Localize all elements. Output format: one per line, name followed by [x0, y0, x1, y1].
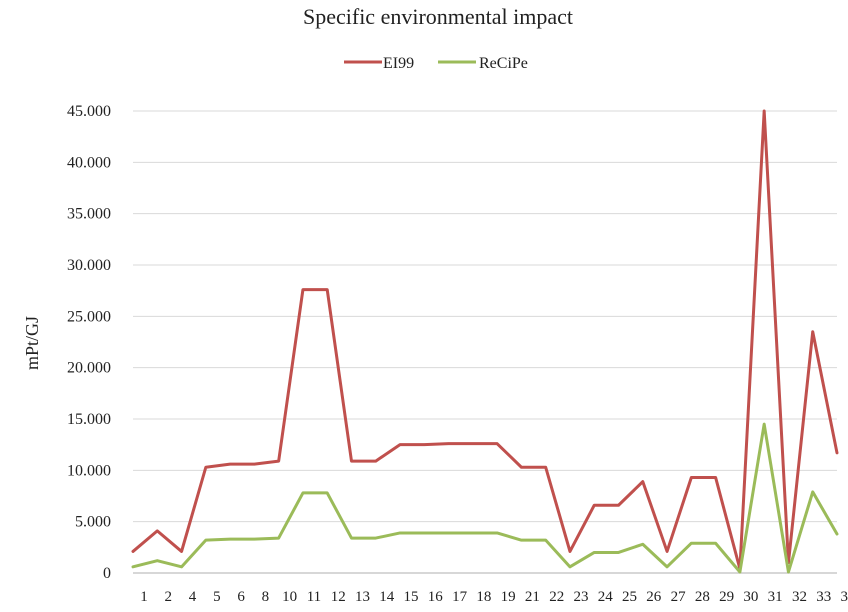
x-tick-label: 24 [598, 589, 614, 605]
x-tick-label: 2 [165, 589, 173, 605]
legend-label-ei99: EI99 [383, 55, 414, 72]
x-tick-label: 30 [743, 589, 758, 605]
y-tick-label: 40.000 [67, 154, 111, 171]
series-line-ei99 [133, 111, 837, 569]
x-tick-label: 17 [452, 589, 468, 605]
x-tick-label: 32 [792, 589, 807, 605]
x-tick-label: 22 [549, 589, 564, 605]
x-tick-label: 25 [622, 589, 637, 605]
y-tick-label: 45.000 [67, 103, 111, 120]
x-tick-label: 29 [719, 589, 734, 605]
legend: EI99 ReCiPe [344, 55, 528, 72]
chart-title: Specific environmental impact [303, 4, 573, 29]
y-axis-label: mPt/GJ [22, 316, 42, 370]
y-tick-label: 35.000 [67, 206, 111, 223]
x-tick-label: 18 [476, 589, 491, 605]
x-tick-label: 23 [573, 589, 588, 605]
legend-label-recipe: ReCiPe [479, 55, 528, 72]
x-tick-label: 12 [331, 589, 346, 605]
y-tick-label: 30.000 [67, 257, 111, 274]
x-tick-label: 5 [213, 589, 221, 605]
y-tick-label: 0 [103, 565, 111, 582]
x-tick-label: 11 [307, 589, 321, 605]
y-tick-label: 15.000 [67, 411, 111, 428]
x-tick-label: 16 [428, 589, 444, 605]
x-tick-label: 21 [525, 589, 540, 605]
x-tick-label: 14 [379, 589, 395, 605]
y-tick-label: 25.000 [67, 308, 111, 325]
x-tick-label: 8 [262, 589, 270, 605]
x-tick-label: 27 [671, 589, 687, 605]
x-tick-label: 31 [768, 589, 783, 605]
x-tick-label: 6 [237, 589, 245, 605]
series-layer [133, 111, 837, 572]
x-tick-label: 33 [816, 589, 831, 605]
x-tick-label: 4 [189, 589, 197, 605]
x-tick-label: 1 [140, 589, 148, 605]
x-tick-label: 28 [695, 589, 710, 605]
gridlines [133, 111, 837, 522]
x-tick-label: 26 [646, 589, 662, 605]
x-tick-label: 13 [355, 589, 370, 605]
y-tick-label: 10.000 [67, 462, 111, 479]
series-line-recipe [133, 424, 837, 572]
x-tick-label: 34 [841, 589, 848, 605]
y-tick-label: 5.000 [75, 514, 111, 531]
y-tick-label: 20.000 [67, 360, 111, 377]
x-tick-label: 10 [282, 589, 297, 605]
x-tick-label: 15 [404, 589, 419, 605]
x-tick-label: 19 [501, 589, 516, 605]
